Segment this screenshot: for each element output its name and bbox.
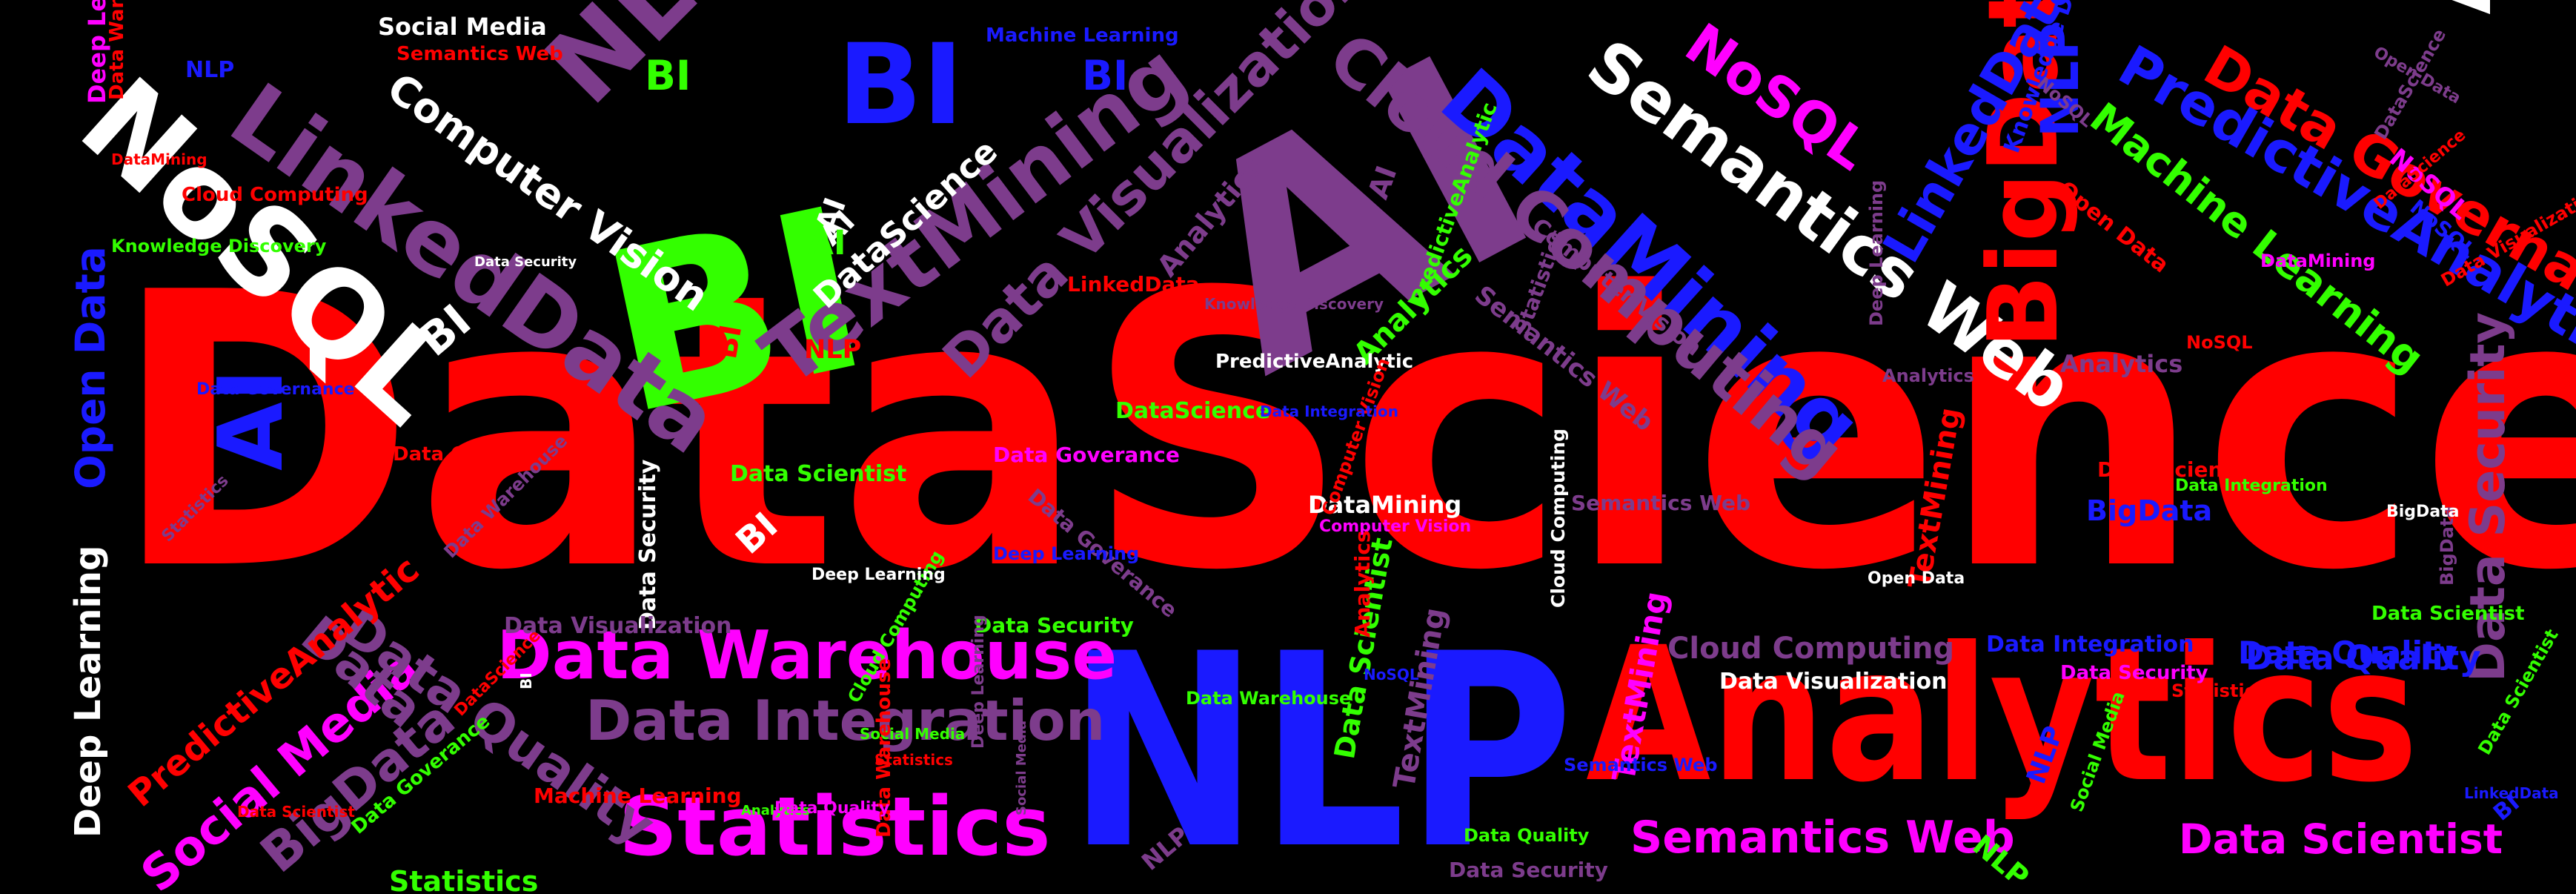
word-cloud-term: Knowledge Discovery — [111, 236, 327, 256]
word-cloud-term: Machine Learning — [534, 784, 742, 808]
word-cloud-term: NLP — [1966, 828, 2036, 894]
word-cloud-term: Data Integration — [1260, 403, 1398, 420]
word-cloud-term: Statistics — [389, 865, 539, 894]
word-cloud-term: DataScience — [1115, 398, 1271, 424]
word-cloud-term: Data Warehouse — [106, 0, 128, 100]
word-cloud-term: Data Warehouse — [497, 617, 1118, 695]
word-cloud-term: AI — [2360, 0, 2523, 15]
word-cloud-term: Semantics Web — [1630, 812, 2015, 864]
word-cloud-term: Analytics — [1586, 607, 2419, 823]
word-cloud-term: Data Integration — [1986, 632, 2194, 658]
word-cloud-term: NLP — [185, 57, 235, 83]
word-cloud-term: Data Scientist — [2179, 815, 2503, 863]
word-cloud-term: Cloud Computing — [1547, 428, 1569, 608]
word-cloud-term: Social Media — [860, 725, 966, 743]
word-cloud-term: BigData — [2386, 503, 2460, 521]
word-cloud-term: Statistics — [2171, 681, 2266, 701]
word-cloud-term: NoSQL — [1364, 666, 1419, 683]
word-cloud-term: Computer Vision — [1319, 517, 1472, 536]
word-cloud-term: Data Visualization — [504, 613, 732, 639]
word-cloud-term: Data Quality — [1464, 825, 1590, 846]
word-cloud-term: NLP — [804, 335, 862, 365]
word-cloud-term: Open Data — [67, 246, 114, 489]
word-cloud-term: BI — [1082, 52, 1129, 99]
word-cloud-term: Data Quality — [2245, 638, 2481, 678]
word-cloud-term: Data Visualization — [1719, 669, 1948, 695]
word-cloud-term: LinkedData — [1067, 272, 1200, 297]
word-cloud-term: Data Integration — [585, 688, 1106, 753]
word-cloud-term: PredictiveAnalytic — [1215, 351, 1414, 373]
word-cloud-term: Deep Learning — [1866, 179, 1887, 326]
word-cloud-term: Statistics — [619, 779, 1051, 874]
word-cloud-term: Social Media — [1014, 720, 1029, 815]
word-cloud-term: Cloud Computing — [1667, 632, 1955, 666]
word-cloud-term: Deep Learning — [67, 545, 109, 838]
word-cloud-term: DataMining — [1308, 491, 1462, 519]
word-cloud-term: Analytics — [1882, 365, 1974, 386]
word-cloud-term: Social Media — [378, 13, 547, 41]
word-cloud-term: Semantics Web — [1564, 755, 1718, 775]
word-cloud-term: Statistics — [874, 751, 953, 769]
word-cloud-term: BigData — [2086, 494, 2213, 527]
word-cloud-term: Data Security — [474, 254, 577, 270]
word-cloud-term: NLP — [1067, 597, 1574, 894]
word-cloud-term: Data Security — [635, 459, 661, 630]
word-cloud-term: Machine Learning — [986, 24, 1179, 47]
word-cloud-term: Analytics — [2060, 350, 2183, 378]
word-cloud-term: Data Quality — [774, 799, 890, 818]
word-cloud-term: Data Scientist — [2371, 603, 2525, 625]
word-cloud-term: Data Warehouse — [1186, 688, 1352, 709]
word-cloud-term: Data Integration — [2175, 477, 2328, 495]
word-cloud-term: Data Goverance — [993, 443, 1180, 467]
word-cloud-term: BI — [517, 672, 535, 689]
word-cloud-term: Data Quality — [2238, 635, 2458, 671]
word-cloud-term: Cloud Computing — [182, 184, 368, 206]
word-cloud-term: DataMining — [111, 150, 208, 168]
word-cloud-term: Analytics — [741, 803, 810, 818]
word-cloud-term: DataScience — [111, 213, 2576, 653]
word-cloud-term: DataMining — [2260, 251, 2376, 271]
word-cloud-term: Data Scientist — [730, 461, 907, 487]
word-cloud-term: BI — [837, 21, 964, 150]
word-cloud-term: NoSQL — [2186, 332, 2253, 353]
word-cloud-term: Deep Learning — [811, 566, 946, 584]
word-cloud-term: Knowledge Discovery — [1204, 295, 1384, 313]
word-cloud-term: Data Scientist — [237, 803, 355, 821]
word-cloud-term: BI — [645, 52, 691, 99]
word-cloud-term: Data Scientist — [2097, 457, 2263, 482]
word-cloud-term: Data Goverance — [393, 443, 566, 466]
word-cloud-term: Data Security — [975, 613, 1134, 638]
word-cloud-term: BI — [709, 322, 749, 362]
word-cloud-term: Data Security — [1449, 858, 1608, 882]
word-cloud-term: Data Governance — [196, 380, 355, 399]
word-cloud-term: Analytics — [1350, 530, 1375, 638]
word-cloud-term: Semantics Web — [396, 43, 563, 65]
word-cloud-term: Open Data — [1868, 569, 1965, 588]
word-cloud-term: Data Security — [2460, 312, 2516, 682]
word-cloud-term: Data Security — [2060, 662, 2208, 684]
word-cloud-term: AI — [808, 223, 846, 262]
word-cloud-term: Deep Learning — [993, 543, 1140, 564]
word-cloud-term: Deep Learning — [969, 615, 988, 749]
word-cloud-term: Semantics Web — [1571, 491, 1751, 515]
word-cloud-term: LinkedData — [2464, 784, 2559, 802]
